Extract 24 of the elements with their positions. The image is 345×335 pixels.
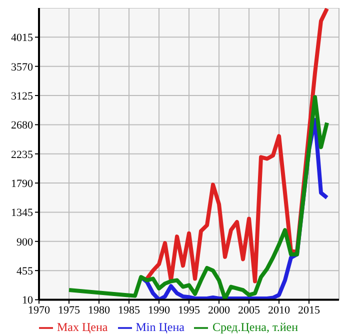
y-tick-label: 900	[16, 236, 34, 248]
y-tick-label: 1345	[11, 207, 34, 220]
x-tick-label: 1990	[148, 304, 170, 317]
legend-label: Max Цена	[56, 320, 108, 334]
y-tick-label: 3570	[11, 61, 34, 74]
y-tick-label: 2235	[11, 148, 34, 161]
x-tick-label: 1985	[118, 304, 140, 317]
y-tick-label: 4015	[11, 32, 34, 44]
x-tick-label: 1980	[88, 304, 110, 317]
legend-label: Сред.Цена, т.йен	[212, 320, 298, 334]
y-tick-label: 2680	[11, 120, 34, 132]
y-tick-label: 3125	[11, 90, 34, 102]
y-tick-label: 10	[22, 294, 34, 307]
y-tick-label: 455	[16, 265, 34, 278]
x-tick-label: 2015	[298, 304, 320, 317]
x-tick-label: 2010	[268, 304, 290, 317]
line-series	[67, 95, 329, 300]
x-tick-label: 1970	[28, 304, 50, 317]
x-tick-label: 1975	[58, 304, 80, 317]
y-tick-label: 1790	[11, 178, 34, 190]
legend-label: Min Цена	[136, 320, 184, 334]
x-tick-label: 1995	[178, 304, 200, 317]
x-tick-label: 2005	[238, 304, 260, 317]
x-tick-label: 2000	[208, 304, 230, 317]
